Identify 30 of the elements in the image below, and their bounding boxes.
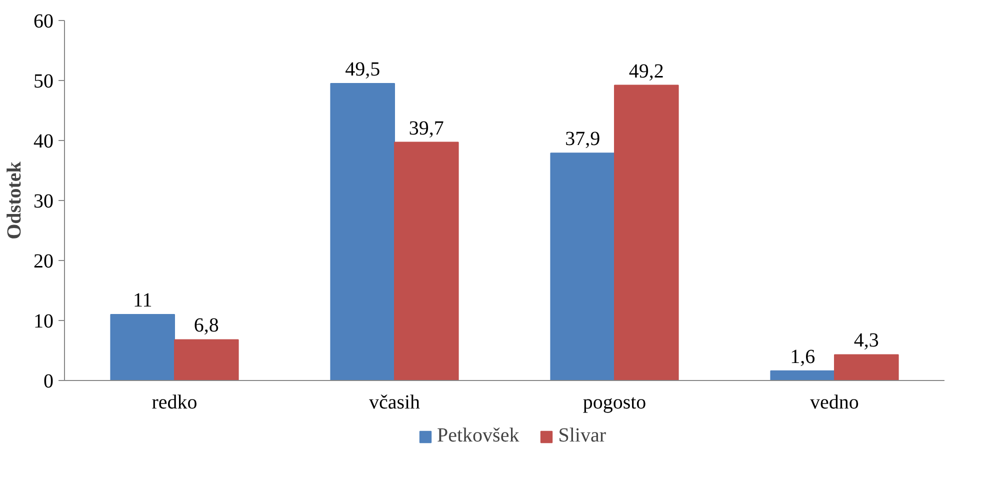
y-tick-label: 60 [34,10,54,32]
x-tick-label: pogosto [582,392,646,414]
bar [330,83,395,380]
bar [174,339,239,380]
bar [394,142,459,380]
data-label: 6,8 [194,314,219,337]
x-tick-label: vedno [810,392,859,414]
data-label: 49,2 [628,60,664,82]
data-label: 4,3 [854,330,879,352]
data-label: 39,7 [408,117,444,140]
bar [550,152,615,380]
y-tick-label: 30 [34,190,54,212]
bar [614,84,679,380]
legend-label: Petkovšek [437,424,520,448]
bar [834,354,899,380]
y-tick-label: 10 [34,310,54,332]
y-tick-label: 0 [44,370,54,392]
y-axis-title: Odstotek [4,160,26,240]
data-label: 49,5 [345,58,380,80]
bar [110,314,175,380]
y-tick-label: 20 [34,250,54,272]
y-tick-label: 50 [34,70,54,92]
x-tick-label: včasih [368,392,420,414]
data-label: 37,9 [565,128,600,150]
x-tick-label: redko [152,392,198,414]
data-label: 1,6 [790,346,816,368]
bar [770,370,835,380]
y-tick-label: 40 [34,130,54,152]
data-label: 11 [132,290,152,312]
legend-label: Slivar [558,424,606,448]
